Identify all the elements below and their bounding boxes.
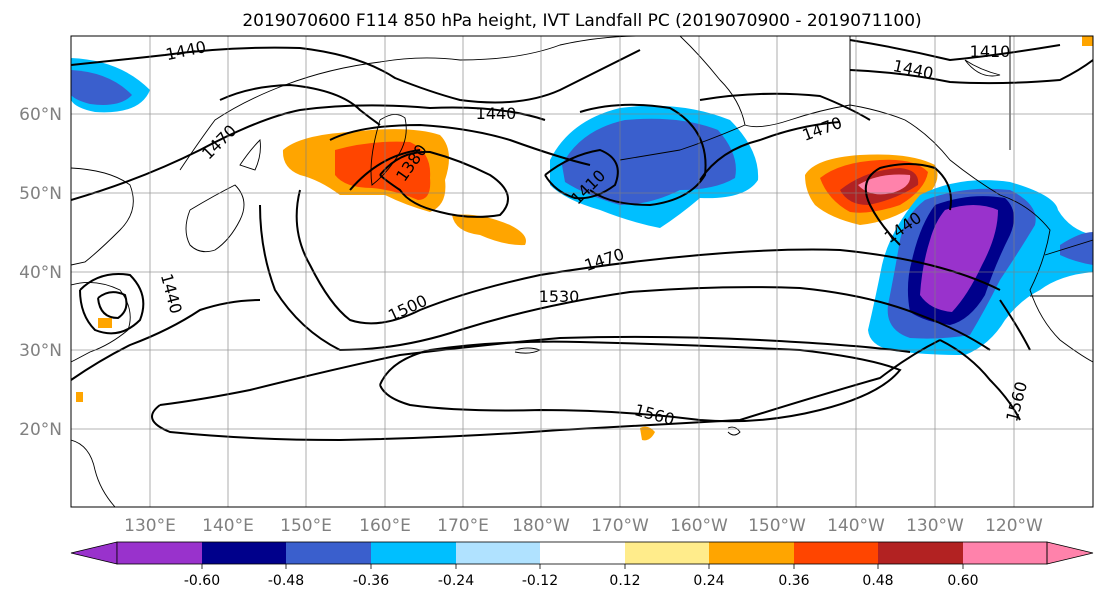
colorbar-bin <box>963 542 1047 564</box>
colorbar-bin <box>371 542 456 564</box>
colorbar-bin <box>878 542 963 564</box>
lon-label: 130°W <box>906 516 964 536</box>
colorbar-bin <box>456 542 540 564</box>
colorbar-tick-label: 0.12 <box>609 573 640 589</box>
lon-label: 130°E <box>124 516 176 536</box>
lon-label: 140°E <box>202 516 254 536</box>
colorbar-tick-label: -0.24 <box>438 573 474 589</box>
map-panel: 1440 1470 1440 1410 1470 1380 1410 1440 … <box>70 35 1094 508</box>
colorbar-tick-label: 0.60 <box>947 573 978 589</box>
colorbar-bin <box>117 542 202 564</box>
lon-labels: 130°E 140°E 150°E 160°E 170°E 180°W 170°… <box>124 516 1043 536</box>
graticule <box>71 36 1093 507</box>
lon-label: 160°W <box>670 516 728 536</box>
colorbar-bin <box>794 542 878 564</box>
lon-label: 140°W <box>827 516 885 536</box>
colorbar-frame <box>116 541 1048 565</box>
colorbar-tick-label: -0.36 <box>353 573 389 589</box>
colorbar-extend-high <box>1046 541 1094 565</box>
colorbar-bin <box>202 542 286 564</box>
contour-label: 1530 <box>539 287 580 306</box>
lat-label: 50°N <box>19 184 62 204</box>
lat-label: 30°N <box>19 341 62 361</box>
colorbar-bin <box>286 542 371 564</box>
lon-label: 180°W <box>512 516 570 536</box>
lat-label: 40°N <box>19 263 62 283</box>
lat-label: 60°N <box>19 105 62 125</box>
lon-label: 150°E <box>280 516 332 536</box>
map-frame <box>70 35 1094 508</box>
colorbar-extend-low <box>70 541 118 565</box>
contour-label: 1410 <box>970 42 1011 61</box>
colorbar: -0.60 -0.48 -0.36 -0.24 -0.12 0.12 0.24 … <box>70 541 1094 589</box>
lon-label: 150°W <box>748 516 806 536</box>
colorbar-tick-label: 0.48 <box>862 573 893 589</box>
lat-labels: 20°N 30°N 40°N 50°N 60°N <box>19 105 62 440</box>
coastlines <box>71 36 1093 507</box>
colorbar-tick-label: 0.24 <box>693 573 724 589</box>
colorbar-bin <box>540 542 625 564</box>
colorbar-tick-label: -0.48 <box>268 573 304 589</box>
colorbar-bin <box>625 542 709 564</box>
lon-label: 170°E <box>437 516 489 536</box>
lon-label: 170°W <box>591 516 649 536</box>
colorbar-ticks <box>201 564 964 569</box>
colorbar-tick-label: -0.60 <box>184 573 220 589</box>
chart-title: 2019070600 F114 850 hPa height, IVT Land… <box>242 11 921 31</box>
ivt-shading <box>71 36 1093 441</box>
lat-label: 20°N <box>19 420 62 440</box>
colorbar-tick-label: 0.36 <box>778 573 809 589</box>
contour-label: 1440 <box>476 104 517 123</box>
colorbar-tick-label: -0.12 <box>522 573 558 589</box>
lon-label: 160°E <box>359 516 411 536</box>
colorbar-bin <box>709 542 794 564</box>
lon-label: 120°W <box>985 516 1043 536</box>
